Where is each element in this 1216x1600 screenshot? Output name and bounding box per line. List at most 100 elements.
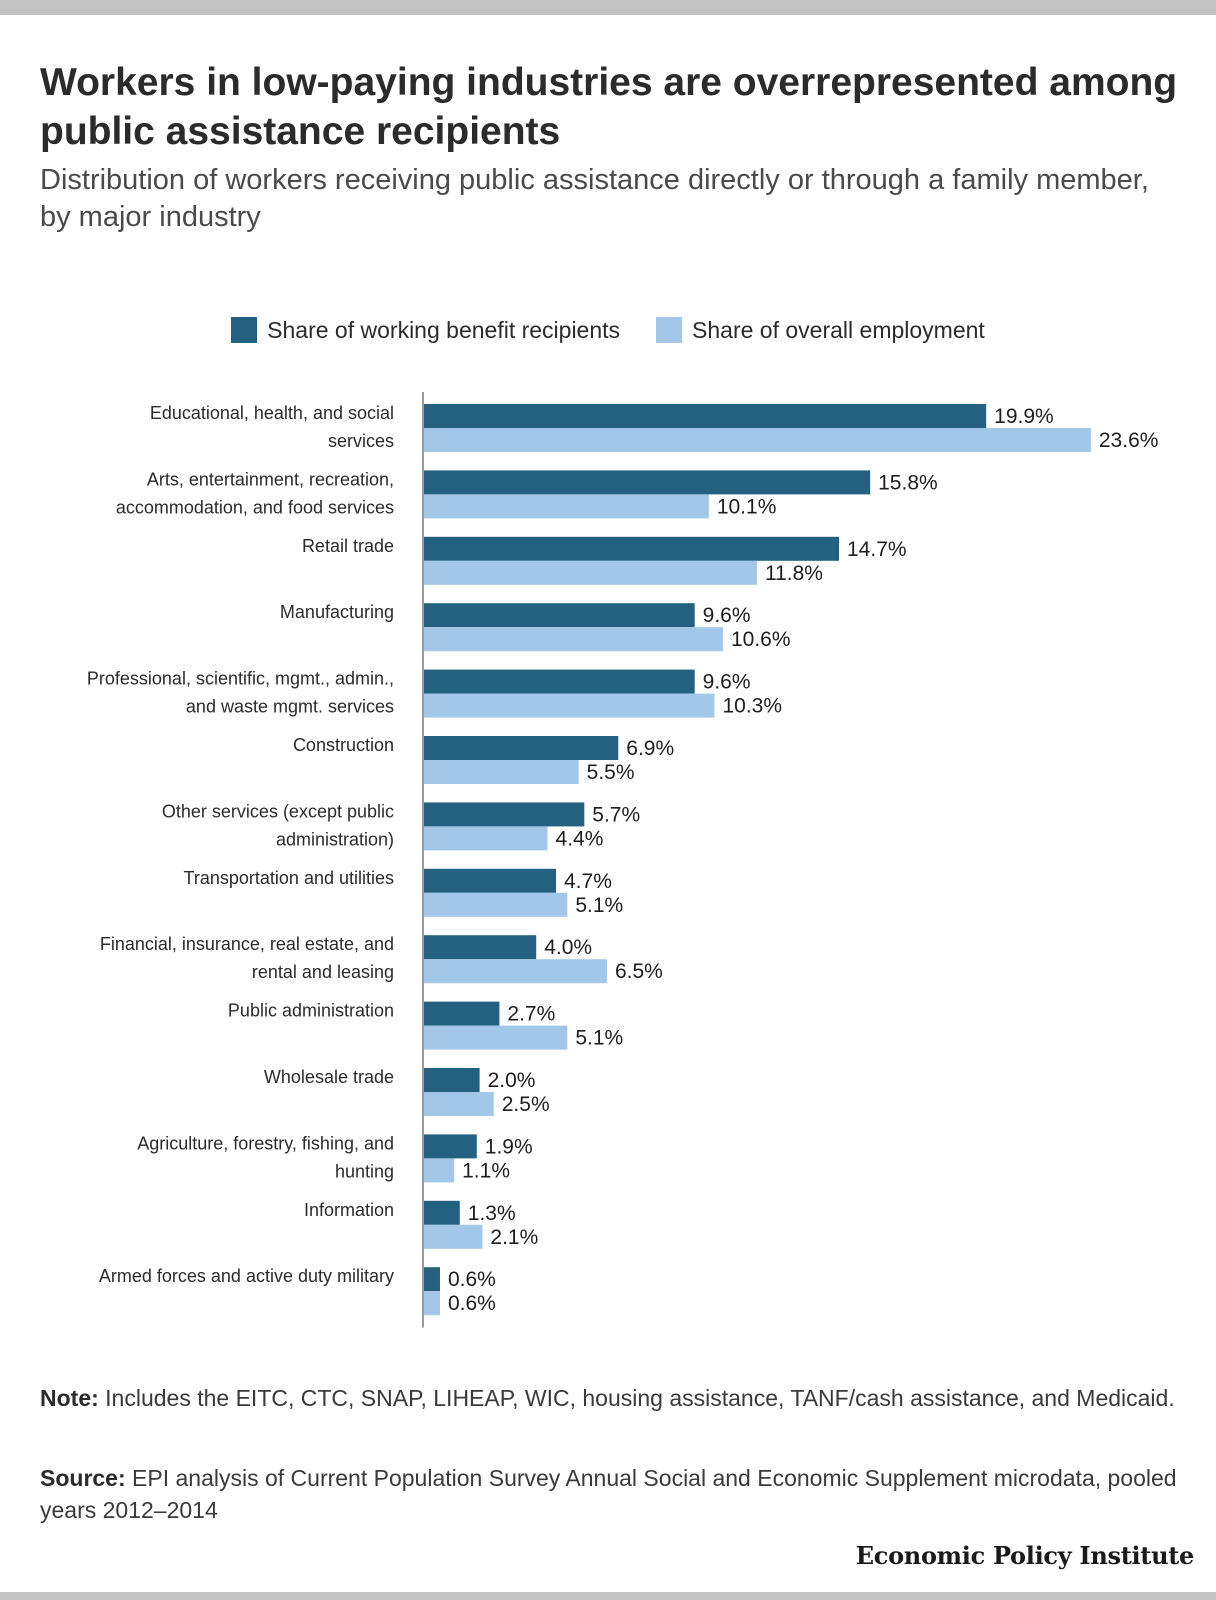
category-label-line: Manufacturing: [280, 602, 394, 622]
category-label: Manufacturing: [280, 602, 394, 622]
source-label: Source:: [40, 1465, 126, 1491]
category-label-line: Wholesale trade: [264, 1067, 394, 1087]
category-group: Retail trade 14.7% 11.8%: [302, 536, 907, 585]
bar-recipients: [423, 736, 619, 760]
category-group: Armed forces and active duty military 0.6…: [99, 1266, 496, 1316]
data-label-employment: 23.6%: [1099, 429, 1159, 452]
bar-recipients: [423, 935, 537, 960]
note-text: Includes the EITC, CTC, SNAP, LIHEAP, WI…: [98, 1385, 1175, 1411]
category-label: Arts, entertainment, recreation, accommod…: [116, 469, 394, 517]
category-label: Professional, scientific, mgmt., admin.,…: [87, 669, 394, 717]
chart-title: Workers in low-paying industries are ove…: [40, 61, 1178, 153]
category-label-line: rental and leasing: [252, 962, 394, 982]
category-label: Construction: [293, 735, 394, 755]
chart-subtitle: Distribution of workers receiving public…: [40, 164, 1149, 233]
data-label-employment: 2.5%: [502, 1093, 550, 1116]
data-label-recipients: 9.6%: [703, 671, 751, 694]
category-group: Wholesale trade 2.0%2.5%: [264, 1067, 550, 1116]
bar-recipients: [423, 868, 557, 893]
legend-item-employment: Share of overall employment: [656, 317, 985, 344]
legend-label-recipients: Share of working benefit recipients: [267, 316, 621, 343]
bar-employment: [423, 760, 579, 784]
chart-legend: Share of working benefit recipients Shar…: [0, 310, 1216, 350]
bar-recipients: [423, 1001, 500, 1026]
category-label: Retail trade: [302, 536, 394, 556]
data-label-employment: 1.1%: [462, 1159, 510, 1182]
data-label-employment: 0.6%: [448, 1292, 496, 1315]
data-label-employment: 10.1%: [717, 495, 777, 518]
category-label: Agriculture, forestry, fishing, and hunti…: [137, 1133, 394, 1181]
bar-employment: [423, 494, 709, 519]
legend-label-employment: Share of overall employment: [692, 316, 985, 343]
category-group: Other services (except public administrat…: [162, 801, 640, 851]
data-label-recipients: 1.9%: [485, 1135, 533, 1158]
category-label-line: hunting: [335, 1161, 394, 1181]
data-label-recipients: 5.7%: [592, 803, 640, 826]
data-label-employment: 10.3%: [722, 695, 782, 718]
bar-employment: [423, 892, 568, 917]
source-text: EPI analysis of Current Population Surve…: [40, 1465, 1177, 1523]
category-label: Other services (except public administrat…: [162, 801, 394, 849]
data-label-employment: 11.8%: [765, 562, 823, 585]
bar-employment: [423, 826, 548, 851]
bottom-border-bar: [0, 1592, 1216, 1600]
data-label-employment: 4.4%: [556, 827, 604, 850]
legend-item-recipients: Share of working benefit recipients: [231, 317, 620, 344]
category-label: Educational, health, and social services: [150, 403, 394, 451]
category-label-line: accommodation, and food services: [116, 497, 394, 517]
top-border-bar: [0, 0, 1216, 15]
category-label: Public administration: [228, 1001, 394, 1021]
bar-recipients: [423, 603, 695, 628]
data-label-recipients: 2.0%: [488, 1069, 536, 1092]
data-label-recipients: 6.9%: [626, 737, 674, 760]
bar-employment: [423, 693, 715, 718]
bar-recipients: [423, 1267, 440, 1292]
data-label-recipients: 9.6%: [703, 604, 751, 627]
note-label: Note:: [40, 1385, 99, 1411]
data-label-recipients: 19.9%: [994, 405, 1054, 428]
data-label-employment: 5.1%: [575, 1027, 623, 1050]
bar-employment: [423, 1025, 568, 1050]
bar-employment: [423, 1224, 483, 1249]
data-label-employment: 5.1%: [575, 894, 623, 917]
category-group: Financial, insurance, real estate, and re…: [100, 934, 663, 984]
category-label-line: Armed forces and active duty military: [99, 1266, 394, 1286]
category-group: Agriculture, forestry, fishing, and hunti…: [137, 1133, 533, 1183]
bar-employment: [423, 428, 1091, 452]
bar-employment: [423, 1158, 455, 1183]
data-label-recipients: 4.0%: [544, 936, 592, 959]
category-label: Financial, insurance, real estate, and re…: [100, 934, 394, 982]
data-label-employment: 2.1%: [490, 1226, 538, 1249]
data-label-recipients: 14.7%: [847, 538, 907, 561]
data-label-recipients: 4.7%: [564, 870, 612, 893]
data-label-recipients: 1.3%: [468, 1202, 516, 1225]
category-group: Educational, health, and social services 1…: [150, 403, 1159, 452]
data-label-employment: 5.5%: [587, 761, 635, 784]
bar-employment: [423, 1291, 440, 1316]
category-label-line: Educational, health, and social: [150, 403, 394, 423]
category-group: Information 1.3%2.1%: [304, 1200, 538, 1249]
bar-employment: [423, 1092, 494, 1116]
category-label-line: and waste mgmt. services: [186, 697, 394, 717]
category-group: Professional, scientific, mgmt., admin.,…: [87, 669, 782, 718]
category-label-line: Transportation and utilities: [184, 868, 394, 888]
bar-recipients: [423, 1068, 480, 1092]
data-label-recipients: 15.8%: [878, 471, 938, 494]
data-label-employment: 10.6%: [731, 628, 791, 651]
category-group: Arts, entertainment, recreation, accommod…: [116, 469, 938, 519]
category-group: Transportation and utilities 4.7%5.1%: [184, 868, 623, 917]
bar-chart: Educational, health, and social services 1…: [87, 392, 1159, 1328]
category-label-line: Arts, entertainment, recreation,: [147, 469, 394, 489]
bar-recipients: [423, 404, 987, 428]
bar-recipients: [423, 802, 585, 827]
category-label-line: Public administration: [228, 1001, 394, 1021]
bar-recipients: [423, 536, 840, 561]
bar-employment: [423, 959, 607, 984]
category-group: Public administration 2.7% 5.1%: [228, 1001, 623, 1050]
category-label: Armed forces and active duty military: [99, 1266, 394, 1286]
category-label-line: services: [328, 431, 394, 451]
category-label: Information: [304, 1200, 394, 1220]
data-label-recipients: 0.6%: [448, 1268, 496, 1291]
category-label-line: administration): [276, 829, 394, 849]
bar-employment: [423, 560, 757, 585]
